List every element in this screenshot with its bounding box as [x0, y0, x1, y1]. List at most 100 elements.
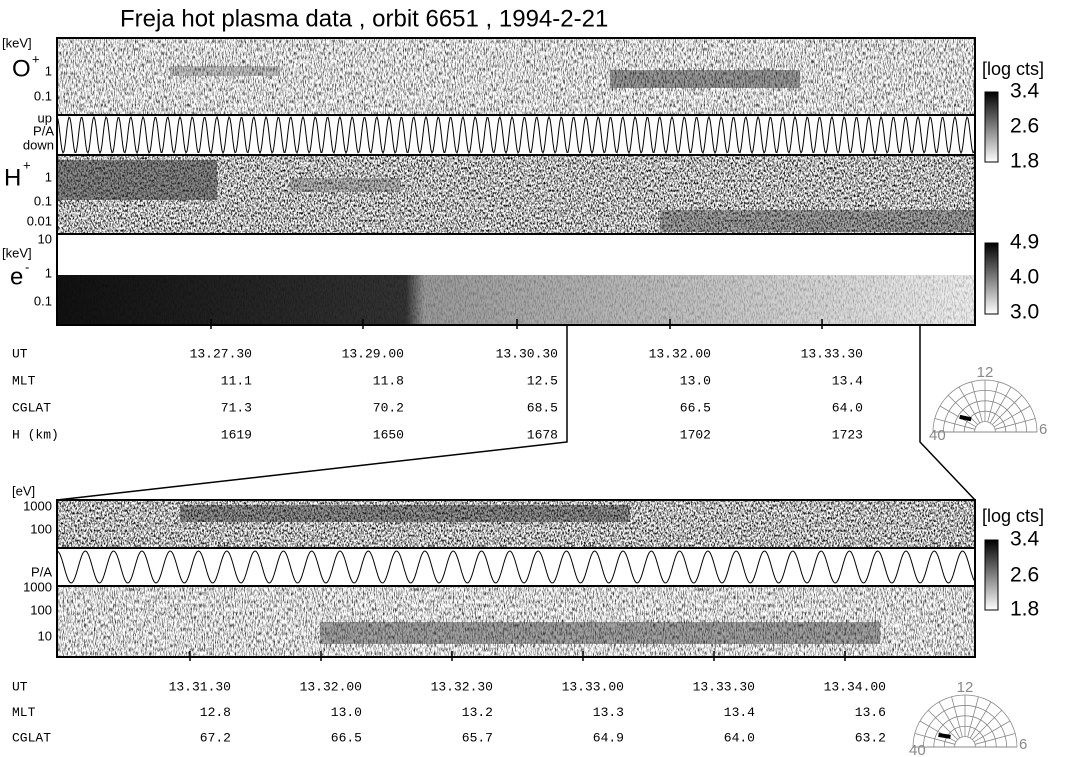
dial-spoke: [958, 386, 981, 424]
dial-spoke: [974, 733, 1016, 745]
dial-spoke: [969, 701, 992, 739]
row-value: 13.33.30: [801, 346, 863, 361]
colorbar-tick: 3.0: [1010, 301, 1039, 324]
dial-track: [959, 414, 972, 422]
dial-spoke: [971, 381, 983, 423]
row-value: 1678: [527, 427, 558, 442]
row-value: 13.33.00: [562, 679, 624, 694]
tick: 1: [45, 63, 52, 78]
row-label: CGLAT: [12, 730, 51, 745]
h-feature: [290, 178, 400, 192]
pitch-angle-trace: [56, 550, 976, 584]
row-value: 70.2: [373, 400, 404, 415]
colorbar-label: [log cts]: [982, 506, 1044, 526]
row-value: 66.5: [331, 730, 362, 745]
tick: 1: [45, 169, 52, 184]
row-label: CGLAT: [12, 400, 51, 415]
o-feature: [610, 70, 800, 88]
row-label: UT: [12, 679, 28, 694]
row-label: MLT: [12, 373, 36, 388]
dial-spoke: [989, 386, 1012, 424]
dial-label: 40: [909, 742, 926, 757]
zoom-panels: [56, 499, 976, 658]
colorbar-tick: 3.4: [1010, 528, 1040, 551]
row-value: 13.2: [462, 705, 493, 720]
species: e: [10, 263, 23, 290]
charge: -: [25, 259, 29, 274]
row-value: 64.9: [593, 730, 624, 745]
ephemeris: UT 13.27.30 13.29.00 13.30.30 13.32.00 13.33.…: [12, 346, 886, 745]
o-spectrogram: [57, 500, 975, 548]
tick: 1000: [23, 579, 52, 594]
h-feature: [57, 160, 217, 200]
row-value: 13.32.30: [431, 679, 493, 694]
row-value: 64.0: [724, 730, 755, 745]
dials: 12 40 6 12 40 6: [909, 364, 1047, 757]
h-feature: [660, 210, 975, 232]
dial-label: 12: [977, 364, 994, 381]
pitch-angle-trace: [56, 115, 976, 155]
tick: P/A: [31, 564, 52, 579]
tick: 1: [45, 265, 52, 280]
tick: 1000: [23, 498, 52, 513]
colorbar-label: [log cts]: [982, 59, 1044, 79]
row-value: 1723: [832, 427, 863, 442]
tick: up: [38, 110, 52, 125]
tick: 0.1: [34, 88, 52, 103]
dial-spoke: [973, 720, 1011, 743]
dial-label: 40: [929, 427, 946, 444]
o-feature: [170, 66, 280, 76]
tick: 0.01: [27, 213, 52, 228]
dial-spoke: [939, 405, 977, 428]
o-spectrogram: [57, 38, 975, 115]
row-value: 71.3: [221, 400, 252, 415]
row-value: 13.0: [331, 705, 362, 720]
row-value: 13.3: [593, 705, 624, 720]
row-value: 66.5: [680, 400, 711, 415]
row-value: 13.6: [855, 705, 886, 720]
dial-track: [938, 732, 951, 739]
dial-ring: [954, 736, 976, 748]
tick: 100: [30, 602, 52, 617]
dial-spoke: [919, 720, 957, 743]
dial-spoke: [967, 696, 979, 738]
zoom-ticks: [189, 651, 846, 661]
unit: [eV]: [12, 483, 35, 498]
row-value: 13.33.30: [693, 679, 755, 694]
dial-spoke: [994, 418, 1036, 430]
colorbar-tick: 3.4: [1010, 80, 1040, 103]
row-value: 1619: [221, 427, 252, 442]
dial-spoke: [987, 381, 999, 423]
tick: 100: [30, 521, 52, 536]
row-value: 67.2: [200, 730, 231, 745]
zoom-connector: [919, 325, 976, 501]
dial-label: 6: [1019, 736, 1027, 753]
row-value: 13.32.00: [649, 346, 711, 361]
row-label: UT: [12, 346, 28, 361]
dial-spoke: [951, 696, 963, 738]
dial-spoke: [992, 394, 1023, 425]
row-value: 12.8: [200, 705, 231, 720]
overview-ticks: [210, 319, 823, 329]
row-value: 68.5: [527, 400, 558, 415]
dial-spoke: [972, 709, 1003, 740]
frame: [56, 499, 976, 658]
zoom-connector: [56, 325, 568, 501]
row-value: 11.8: [373, 373, 404, 388]
colorbar-tick: 1.8: [1010, 598, 1039, 621]
colorbar-tick: 1.8: [1010, 150, 1039, 173]
unit: [keV]: [2, 245, 32, 260]
row-value: 63.2: [855, 730, 886, 745]
colorbar-tick: 4.9: [1010, 231, 1039, 254]
charge: +: [23, 157, 31, 172]
title: Freja hot plasma data , orbit 6651 , 199…: [120, 5, 608, 32]
row-value: 11.1: [221, 373, 252, 388]
dial-spoke: [938, 701, 961, 739]
colorbar: [984, 242, 999, 315]
colorbar: [984, 539, 999, 611]
unit: [keV]: [2, 35, 32, 50]
row-value: 13.4: [832, 373, 863, 388]
row-label: H (km): [12, 427, 59, 442]
row-value: 1650: [373, 427, 404, 442]
